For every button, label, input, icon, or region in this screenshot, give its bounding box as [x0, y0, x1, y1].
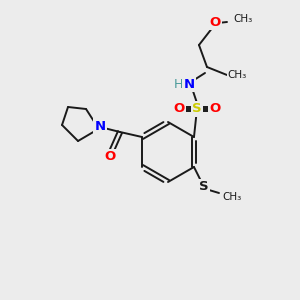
Text: O: O: [104, 151, 116, 164]
Text: N: N: [94, 119, 106, 133]
Text: S: S: [199, 181, 209, 194]
Text: CH₃: CH₃: [227, 70, 247, 80]
Text: O: O: [173, 103, 184, 116]
Text: S: S: [192, 103, 202, 116]
Text: N: N: [183, 77, 194, 91]
Text: H: H: [173, 77, 183, 91]
Text: CH₃: CH₃: [233, 14, 253, 24]
Text: O: O: [209, 16, 220, 28]
Text: O: O: [209, 103, 220, 116]
Text: CH₃: CH₃: [222, 192, 242, 202]
